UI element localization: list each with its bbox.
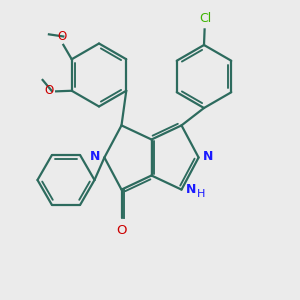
Text: Cl: Cl	[199, 13, 211, 26]
Text: O: O	[58, 30, 67, 43]
Text: N: N	[185, 183, 196, 196]
Text: O: O	[45, 84, 54, 97]
Text: N: N	[202, 150, 213, 163]
Text: O: O	[116, 224, 127, 236]
Text: H: H	[197, 189, 206, 199]
Text: N: N	[90, 150, 101, 163]
